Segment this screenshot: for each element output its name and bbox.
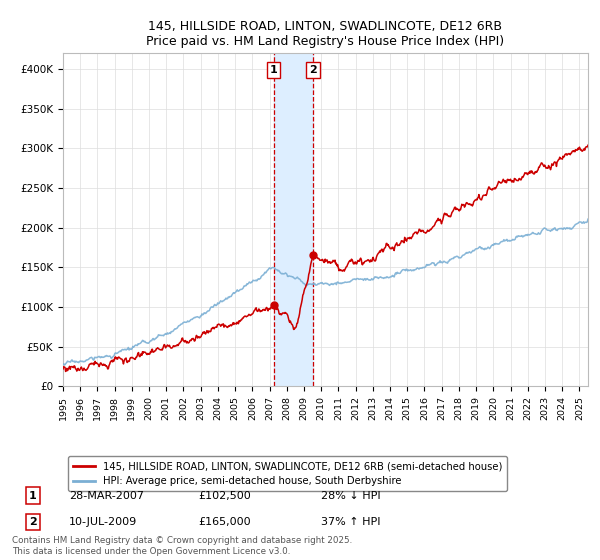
Text: 37% ↑ HPI: 37% ↑ HPI xyxy=(321,517,380,527)
Legend: 145, HILLSIDE ROAD, LINTON, SWADLINCOTE, DE12 6RB (semi-detached house), HPI: Av: 145, HILLSIDE ROAD, LINTON, SWADLINCOTE,… xyxy=(68,456,508,491)
Text: 2: 2 xyxy=(29,517,37,527)
Text: £165,000: £165,000 xyxy=(198,517,251,527)
Text: 1: 1 xyxy=(270,65,278,75)
Text: Contains HM Land Registry data © Crown copyright and database right 2025.
This d: Contains HM Land Registry data © Crown c… xyxy=(12,536,352,556)
Text: 28% ↓ HPI: 28% ↓ HPI xyxy=(321,491,380,501)
Text: 10-JUL-2009: 10-JUL-2009 xyxy=(69,517,137,527)
Title: 145, HILLSIDE ROAD, LINTON, SWADLINCOTE, DE12 6RB
Price paid vs. HM Land Registr: 145, HILLSIDE ROAD, LINTON, SWADLINCOTE,… xyxy=(146,20,505,48)
Bar xyxy=(274,53,313,386)
Text: £102,500: £102,500 xyxy=(198,491,251,501)
Text: 28-MAR-2007: 28-MAR-2007 xyxy=(69,491,144,501)
Text: 2: 2 xyxy=(309,65,317,75)
Text: 1: 1 xyxy=(29,491,37,501)
